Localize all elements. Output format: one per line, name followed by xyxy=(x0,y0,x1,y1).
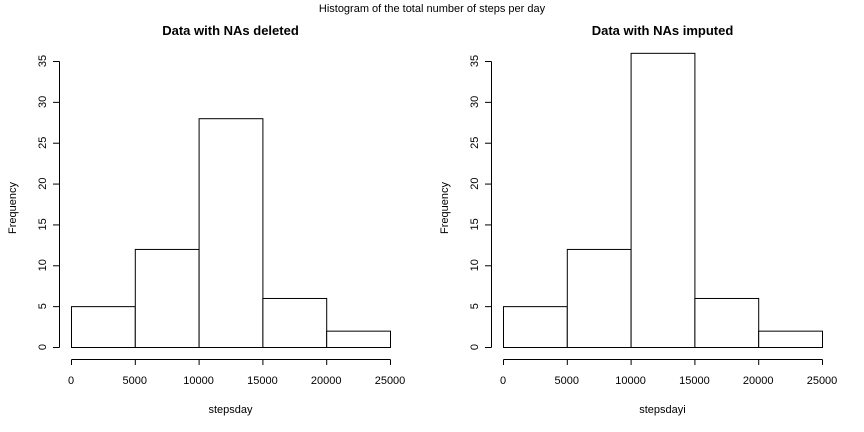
y-tick-label: 20 xyxy=(37,177,49,189)
y-axis-label: Frequency xyxy=(439,182,451,234)
histogram-bar xyxy=(694,297,760,349)
y-tick-label: 5 xyxy=(469,303,481,309)
y-tick-label: 25 xyxy=(469,137,481,149)
y-tick-label: 35 xyxy=(37,55,49,67)
histogram-bar xyxy=(630,52,696,348)
y-tick-label: 30 xyxy=(37,96,49,108)
x-axis-label: stepsdayi xyxy=(639,404,685,416)
x-tick-label: 5000 xyxy=(555,375,579,387)
histogram-bar xyxy=(71,306,136,348)
y-tick-label: 10 xyxy=(469,259,481,271)
y-tick-label: 30 xyxy=(469,96,481,108)
y-tick-label: 20 xyxy=(469,177,481,189)
histogram-bar xyxy=(503,306,568,348)
y-tick-label: 0 xyxy=(37,344,49,350)
x-tick-label: 5000 xyxy=(123,375,147,387)
histogram-panel-2: Data with NAs imputed 0 5 10 15 20 25 30 35 0 5000… xyxy=(439,23,837,416)
y-tick-label: 25 xyxy=(37,137,49,149)
x-tick-label: 15000 xyxy=(679,375,710,387)
histogram-bar xyxy=(566,248,632,348)
y-tick-label: 0 xyxy=(469,344,481,350)
x-tick-label: 0 xyxy=(68,375,74,387)
x-tick-label: 15000 xyxy=(247,375,278,387)
x-tick-label: 20000 xyxy=(743,375,774,387)
histogram-bar xyxy=(134,248,200,348)
x-tick-label: 25000 xyxy=(807,375,838,387)
histogram-bar xyxy=(758,330,824,348)
y-tick-label: 35 xyxy=(469,55,481,67)
histogram-bar xyxy=(326,330,392,348)
x-tick-label: 10000 xyxy=(183,375,214,387)
panel-title: Data with NAs deleted xyxy=(162,23,299,38)
y-tick-label: 5 xyxy=(37,303,49,309)
x-tick-label: 10000 xyxy=(615,375,646,387)
histogram-panel-1: Data with NAs deleted 0 5 10 15 20 25 30 35 0 5000… xyxy=(7,23,405,416)
histogram-bar xyxy=(198,118,264,348)
y-tick-label: 10 xyxy=(37,259,49,271)
histogram-bar xyxy=(262,297,328,349)
x-axis-label: stepsday xyxy=(208,404,253,416)
y-axis-label: Frequency xyxy=(7,182,19,234)
x-tick-label: 0 xyxy=(500,375,506,387)
figure-suptitle: Histogram of the total number of steps p… xyxy=(319,3,546,15)
panel-title: Data with NAs imputed xyxy=(592,23,734,38)
x-tick-label: 20000 xyxy=(311,375,342,387)
y-tick-label: 15 xyxy=(37,218,49,230)
y-tick-label: 15 xyxy=(469,218,481,230)
x-tick-label: 25000 xyxy=(375,375,406,387)
